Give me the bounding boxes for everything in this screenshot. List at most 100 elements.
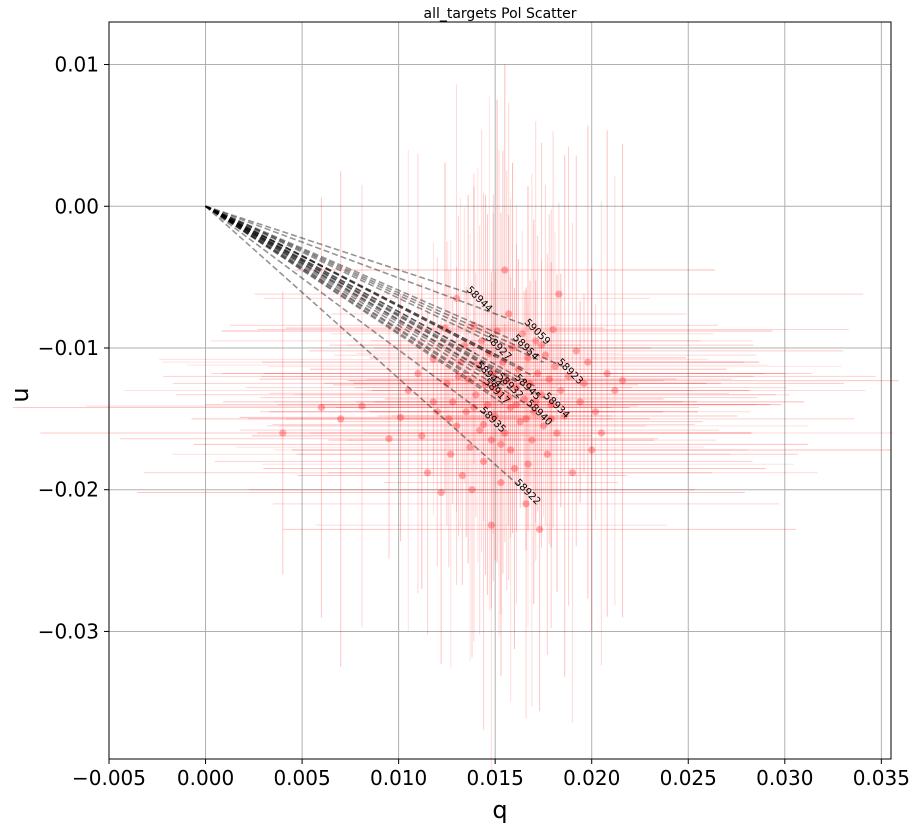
data-point (537, 391, 546, 399)
data-point (539, 422, 548, 430)
x-tick-label: 0.005 (273, 766, 330, 790)
data-point (545, 375, 553, 383)
data-point (537, 341, 546, 349)
data-point (549, 325, 557, 334)
polarization-vector (205, 205, 504, 382)
polarization-vector (205, 205, 511, 363)
polarization-vector (205, 205, 500, 375)
data-point (441, 324, 449, 332)
data-point (547, 415, 555, 423)
polarization-vector (205, 205, 467, 375)
data-point (358, 402, 366, 410)
data-point (470, 321, 478, 329)
data-point (462, 408, 470, 416)
data-point (576, 398, 584, 406)
y-tick-label: 0.00 (54, 194, 99, 218)
data-point (499, 358, 507, 366)
polarization-vector (205, 205, 519, 344)
data-point (458, 471, 466, 480)
data-point (487, 436, 495, 444)
x-tick-label: 0.030 (756, 766, 813, 790)
data-point (591, 408, 600, 416)
data-point (470, 403, 478, 412)
data-point (472, 391, 480, 399)
data-point (619, 376, 627, 385)
polarization-vector (205, 205, 525, 370)
polarization-vector (205, 205, 515, 393)
data-point (493, 327, 501, 335)
data-point (528, 436, 536, 444)
polarization-vector (205, 205, 492, 344)
data-point (547, 401, 555, 409)
data-point (568, 469, 577, 477)
data-point (479, 420, 488, 429)
data-point (516, 418, 524, 426)
x-tick-label: 0.020 (563, 766, 620, 790)
data-point (512, 401, 521, 409)
data-point (487, 521, 495, 529)
polarization-vector (205, 205, 473, 295)
data-point (489, 384, 497, 392)
x-tick-label: 0.035 (853, 766, 910, 790)
data-point (553, 429, 561, 437)
data-point (501, 266, 509, 274)
polarization-vector (205, 205, 535, 378)
polarization-vector (205, 205, 490, 387)
polarization-vector (205, 205, 531, 328)
data-point (532, 337, 540, 345)
polarization-vector (205, 205, 486, 416)
polarization-vector (205, 205, 521, 383)
data-point (452, 294, 461, 302)
data-point (512, 384, 521, 392)
data-point (429, 398, 437, 406)
data-point (437, 488, 445, 497)
data-point (603, 369, 611, 378)
data-point (508, 344, 517, 352)
data-point (481, 381, 490, 389)
data-point (588, 446, 596, 454)
data-point (464, 375, 472, 383)
data-point (456, 358, 465, 366)
data-point (584, 358, 592, 366)
y-tick-label: 0.01 (54, 53, 99, 77)
data-point (597, 429, 605, 437)
data-point (337, 415, 345, 423)
data-point (522, 500, 530, 508)
data-point (476, 426, 484, 434)
data-point (555, 290, 563, 298)
polarization-vector (205, 205, 539, 389)
data-point (483, 401, 492, 409)
y-axis-label: u (6, 387, 34, 402)
x-axis-label: q (492, 796, 507, 824)
polarization-vector (205, 205, 550, 402)
data-point (497, 479, 505, 487)
point-layer (279, 266, 627, 533)
data-point (468, 486, 476, 494)
data-point (534, 369, 542, 378)
data-point (524, 460, 532, 468)
data-point (526, 379, 534, 388)
data-point (489, 369, 497, 378)
x-tick-label: 0.010 (370, 766, 427, 790)
data-point (445, 415, 453, 423)
y-tick-label: −0.03 (38, 619, 99, 643)
polarization-vector (205, 205, 477, 355)
data-point (611, 386, 619, 395)
tick-layer: −0.005 0.000 0.005 0.010 0.015 0.020 0.025 0.03… (38, 53, 910, 790)
data-point (474, 361, 482, 369)
data-point (507, 403, 515, 412)
data-point (317, 403, 325, 412)
data-point (385, 435, 393, 443)
data-point (524, 354, 532, 362)
data-point (491, 412, 499, 420)
data-point (452, 422, 461, 430)
data-point (418, 432, 426, 440)
data-point (279, 429, 287, 437)
polarization-vector (205, 205, 564, 368)
data-point (396, 413, 405, 422)
polarization-vector (205, 205, 544, 363)
data-point (429, 355, 437, 363)
x-tick-label: 0.025 (660, 766, 717, 790)
data-point (414, 369, 422, 378)
